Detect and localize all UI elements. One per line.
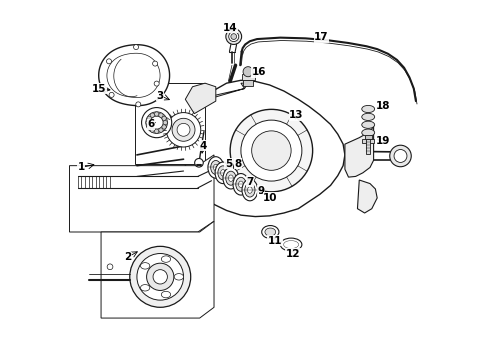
Ellipse shape — [223, 167, 238, 189]
Circle shape — [107, 264, 113, 270]
Ellipse shape — [233, 174, 248, 195]
Circle shape — [146, 263, 174, 291]
Circle shape — [154, 81, 159, 86]
Circle shape — [225, 29, 241, 44]
Circle shape — [243, 67, 253, 77]
Circle shape — [136, 102, 141, 107]
Ellipse shape — [235, 177, 245, 191]
Circle shape — [153, 270, 167, 284]
Circle shape — [154, 129, 159, 134]
Ellipse shape — [140, 263, 149, 269]
Polygon shape — [183, 80, 344, 217]
Circle shape — [194, 158, 203, 167]
Circle shape — [159, 113, 163, 117]
Text: 5: 5 — [224, 159, 231, 169]
Text: 2: 2 — [124, 252, 131, 262]
Polygon shape — [201, 83, 247, 101]
Text: 10: 10 — [263, 193, 277, 203]
Ellipse shape — [244, 183, 254, 197]
Circle shape — [145, 121, 150, 125]
Circle shape — [172, 118, 195, 141]
Ellipse shape — [161, 256, 170, 262]
Circle shape — [154, 112, 159, 116]
Ellipse shape — [361, 105, 374, 113]
Polygon shape — [357, 180, 376, 213]
Circle shape — [393, 149, 406, 162]
Circle shape — [166, 113, 201, 147]
Polygon shape — [69, 155, 214, 232]
Ellipse shape — [280, 238, 301, 251]
Bar — [243, 80, 252, 86]
Ellipse shape — [228, 175, 233, 181]
Circle shape — [163, 121, 167, 125]
Text: 1: 1 — [78, 162, 85, 172]
Circle shape — [150, 116, 163, 129]
Bar — [135, 83, 204, 164]
Circle shape — [152, 61, 157, 66]
Ellipse shape — [361, 121, 374, 129]
Circle shape — [142, 108, 171, 138]
Text: 6: 6 — [147, 120, 155, 129]
Circle shape — [251, 131, 290, 170]
Text: 16: 16 — [251, 67, 265, 77]
Text: 13: 13 — [289, 111, 303, 121]
Ellipse shape — [210, 161, 221, 175]
Ellipse shape — [225, 171, 236, 185]
Ellipse shape — [247, 187, 252, 193]
Ellipse shape — [361, 113, 374, 121]
Text: 17: 17 — [314, 32, 328, 42]
Ellipse shape — [215, 162, 230, 184]
Text: 14: 14 — [223, 23, 237, 33]
Circle shape — [147, 125, 151, 129]
Ellipse shape — [174, 274, 183, 280]
Text: 18: 18 — [375, 102, 389, 112]
Text: 11: 11 — [267, 236, 282, 246]
Circle shape — [162, 116, 166, 121]
Text: 9: 9 — [257, 186, 264, 196]
Circle shape — [228, 32, 238, 41]
Bar — [241, 74, 254, 80]
Ellipse shape — [140, 284, 149, 291]
Ellipse shape — [264, 228, 275, 236]
Text: 7: 7 — [245, 177, 253, 187]
Circle shape — [150, 128, 154, 132]
Text: 12: 12 — [285, 248, 300, 258]
Polygon shape — [101, 221, 214, 318]
Text: 4: 4 — [199, 141, 206, 151]
Bar — [366, 139, 369, 154]
Ellipse shape — [242, 179, 257, 201]
Circle shape — [109, 93, 114, 98]
Polygon shape — [99, 45, 169, 105]
Circle shape — [133, 45, 138, 50]
Circle shape — [137, 253, 183, 300]
Ellipse shape — [213, 164, 218, 171]
Text: 8: 8 — [234, 159, 241, 169]
Ellipse shape — [361, 129, 374, 136]
Polygon shape — [185, 83, 215, 114]
Ellipse shape — [161, 291, 170, 298]
Circle shape — [145, 112, 167, 134]
Circle shape — [150, 113, 154, 117]
Circle shape — [230, 34, 236, 40]
Polygon shape — [344, 126, 373, 177]
Bar — [362, 139, 373, 143]
Text: 19: 19 — [375, 136, 389, 145]
Text: 3: 3 — [156, 91, 163, 101]
Text: 15: 15 — [92, 84, 106, 94]
Circle shape — [230, 109, 312, 192]
Ellipse shape — [261, 226, 278, 238]
Circle shape — [129, 246, 190, 307]
Ellipse shape — [238, 181, 243, 188]
Circle shape — [106, 59, 111, 64]
Circle shape — [162, 125, 166, 129]
Ellipse shape — [207, 157, 223, 178]
Circle shape — [241, 120, 301, 181]
Ellipse shape — [218, 166, 227, 180]
Bar — [364, 135, 371, 139]
Circle shape — [389, 145, 410, 167]
Ellipse shape — [220, 170, 225, 176]
Circle shape — [159, 128, 163, 132]
Circle shape — [147, 116, 151, 121]
Circle shape — [177, 123, 190, 136]
